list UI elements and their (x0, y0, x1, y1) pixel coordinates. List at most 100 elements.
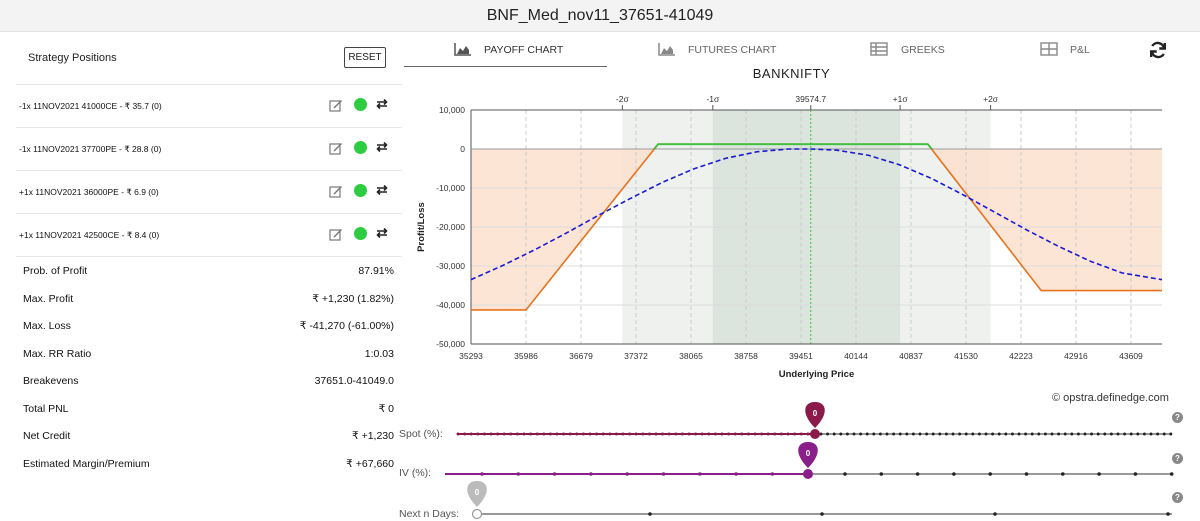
spot-slider-step (1090, 432, 1094, 436)
spot-slider-step (456, 432, 460, 436)
stat-value: ₹ 0 (378, 402, 394, 415)
stat-prob-of-profit: Prob. of Profit 87.91% (16, 257, 402, 285)
edit-icon[interactable] (329, 227, 343, 241)
spot-slider-step (786, 432, 790, 436)
spot-slider-step (1109, 432, 1113, 436)
spot-slider-step (839, 432, 843, 436)
spot-slider-step (707, 432, 711, 436)
iv-slider-step (843, 472, 847, 476)
tab-label: FUTURES CHART (688, 44, 777, 56)
stat-margin: Estimated Margin/Premium ₹ +67,660 (16, 450, 402, 478)
days-slider-label: Next n Days: (399, 508, 460, 520)
spot-slider-step (562, 432, 566, 436)
spot-slider-step (977, 432, 981, 436)
swap-icon[interactable] (374, 139, 390, 155)
loss-area-left (471, 149, 655, 310)
spot-slider-step (1162, 432, 1166, 436)
help-icon[interactable]: ? (1172, 492, 1183, 503)
iv-slider-step (1133, 472, 1138, 476)
spot-slider-step (489, 432, 493, 436)
stat-value: ₹ +67,660 (346, 457, 394, 470)
help-icon[interactable]: ? (1172, 412, 1183, 423)
edit-icon[interactable] (329, 141, 343, 155)
status-dot-icon[interactable] (354, 227, 367, 240)
refresh-icon[interactable] (1148, 40, 1168, 60)
stat-breakevens: Breakevens 37651.0-41049.0 (16, 367, 402, 395)
tab-label: GREEKS (901, 44, 945, 56)
status-dot-icon[interactable] (354, 141, 367, 154)
spot-slider-step (1057, 432, 1061, 436)
x-tick-label: 42916 (1064, 351, 1088, 361)
spot-slider-step (944, 432, 948, 436)
position-label: +1x 11NOV2021 42500CE - ₹ 8.4 (0) (19, 230, 160, 240)
site-credit: © opstra.definedge.com (1052, 392, 1169, 404)
top-tick-label: 39574.7 (795, 94, 826, 104)
spot-slider-step (925, 432, 929, 436)
stat-key: Prob. of Profit (23, 265, 88, 277)
y-tick-label: -50,000 (436, 339, 465, 349)
spot-slider-step (674, 432, 678, 436)
payoff-chart: 10,000 0 -10,000 -20,000 -30,000 -40,000 -50,0… (416, 94, 1163, 380)
spot-slider-value: 0 (813, 409, 818, 418)
scenario-sliders: 0 0 0 (445, 402, 1174, 520)
spot-slider-step (964, 432, 968, 436)
iv-slider-handle[interactable] (803, 469, 813, 479)
x-tick-label: 35986 (514, 351, 538, 361)
spot-slider-step (984, 432, 988, 436)
spot-slider-step (971, 432, 975, 436)
stat-key: Max. Profit (23, 292, 74, 305)
iv-slider-step (516, 472, 521, 476)
days-slider-step (820, 512, 824, 516)
iv-slider-marker[interactable] (798, 442, 818, 468)
tab-payoff-chart[interactable]: PAYOFF CHART (404, 33, 607, 67)
spot-slider-step (1076, 432, 1080, 436)
spot-slider-step (819, 432, 823, 436)
edit-icon[interactable] (329, 184, 343, 198)
spot-slider-step (1123, 432, 1127, 436)
swap-icon[interactable] (374, 96, 390, 112)
y-axis-label: Profit/Loss (416, 202, 427, 252)
spot-slider-step (522, 432, 526, 436)
spot-slider-step (548, 432, 552, 436)
iv-slider-label: IV (%): (399, 467, 432, 479)
days-slider-value: 0 (475, 488, 480, 497)
status-dot-icon[interactable] (354, 184, 367, 197)
spot-slider-step (476, 432, 480, 436)
stat-net-credit: Net Credit ₹ +1,230 (16, 422, 402, 450)
spot-slider-step (898, 432, 902, 436)
stat-key: Max. RR Ratio (23, 347, 92, 360)
y-tick-label: 0 (460, 144, 465, 154)
iv-slider-step (589, 472, 593, 476)
reset-button[interactable]: RESET (344, 47, 386, 68)
y-tick-label: -20,000 (436, 222, 465, 232)
edit-icon[interactable] (329, 98, 343, 112)
spot-slider-step (859, 432, 863, 436)
spot-slider-step (878, 432, 882, 436)
spot-slider-step (720, 432, 724, 436)
iv-slider-value: 0 (806, 449, 811, 458)
spot-slider-handle[interactable] (810, 429, 820, 439)
x-tick-label: 40837 (899, 351, 923, 361)
stat-max-loss: Max. Loss ₹ -41,270 (-61.00%) (16, 312, 402, 340)
title-bar: BNF_Med_nov11_37651-41049 (0, 0, 1200, 32)
spot-slider-step (766, 432, 770, 436)
swap-icon[interactable] (374, 225, 390, 241)
spot-slider-step (1142, 432, 1146, 436)
help-icon[interactable]: ? (1172, 453, 1183, 464)
days-slider-handle[interactable] (471, 508, 483, 520)
spot-slider-step (588, 432, 592, 436)
swap-icon[interactable] (374, 182, 390, 198)
status-dot-icon[interactable] (354, 98, 367, 111)
spot-slider-marker[interactable] (805, 402, 825, 428)
tab-greeks[interactable]: GREEKS (868, 33, 978, 67)
credit-text: opstra.definedge.com (1063, 392, 1169, 404)
tab-pnl[interactable]: P&L (1040, 33, 1120, 67)
spot-slider-step (793, 432, 797, 436)
iv-slider-step (770, 472, 775, 476)
tab-futures-chart[interactable]: FUTURES CHART (654, 33, 804, 67)
spot-slider-step (733, 432, 737, 436)
spot-slider-step (1004, 432, 1008, 436)
days-slider-marker[interactable] (467, 481, 487, 507)
x-tick-label: 38065 (679, 351, 703, 361)
spot-slider-step (509, 432, 513, 436)
